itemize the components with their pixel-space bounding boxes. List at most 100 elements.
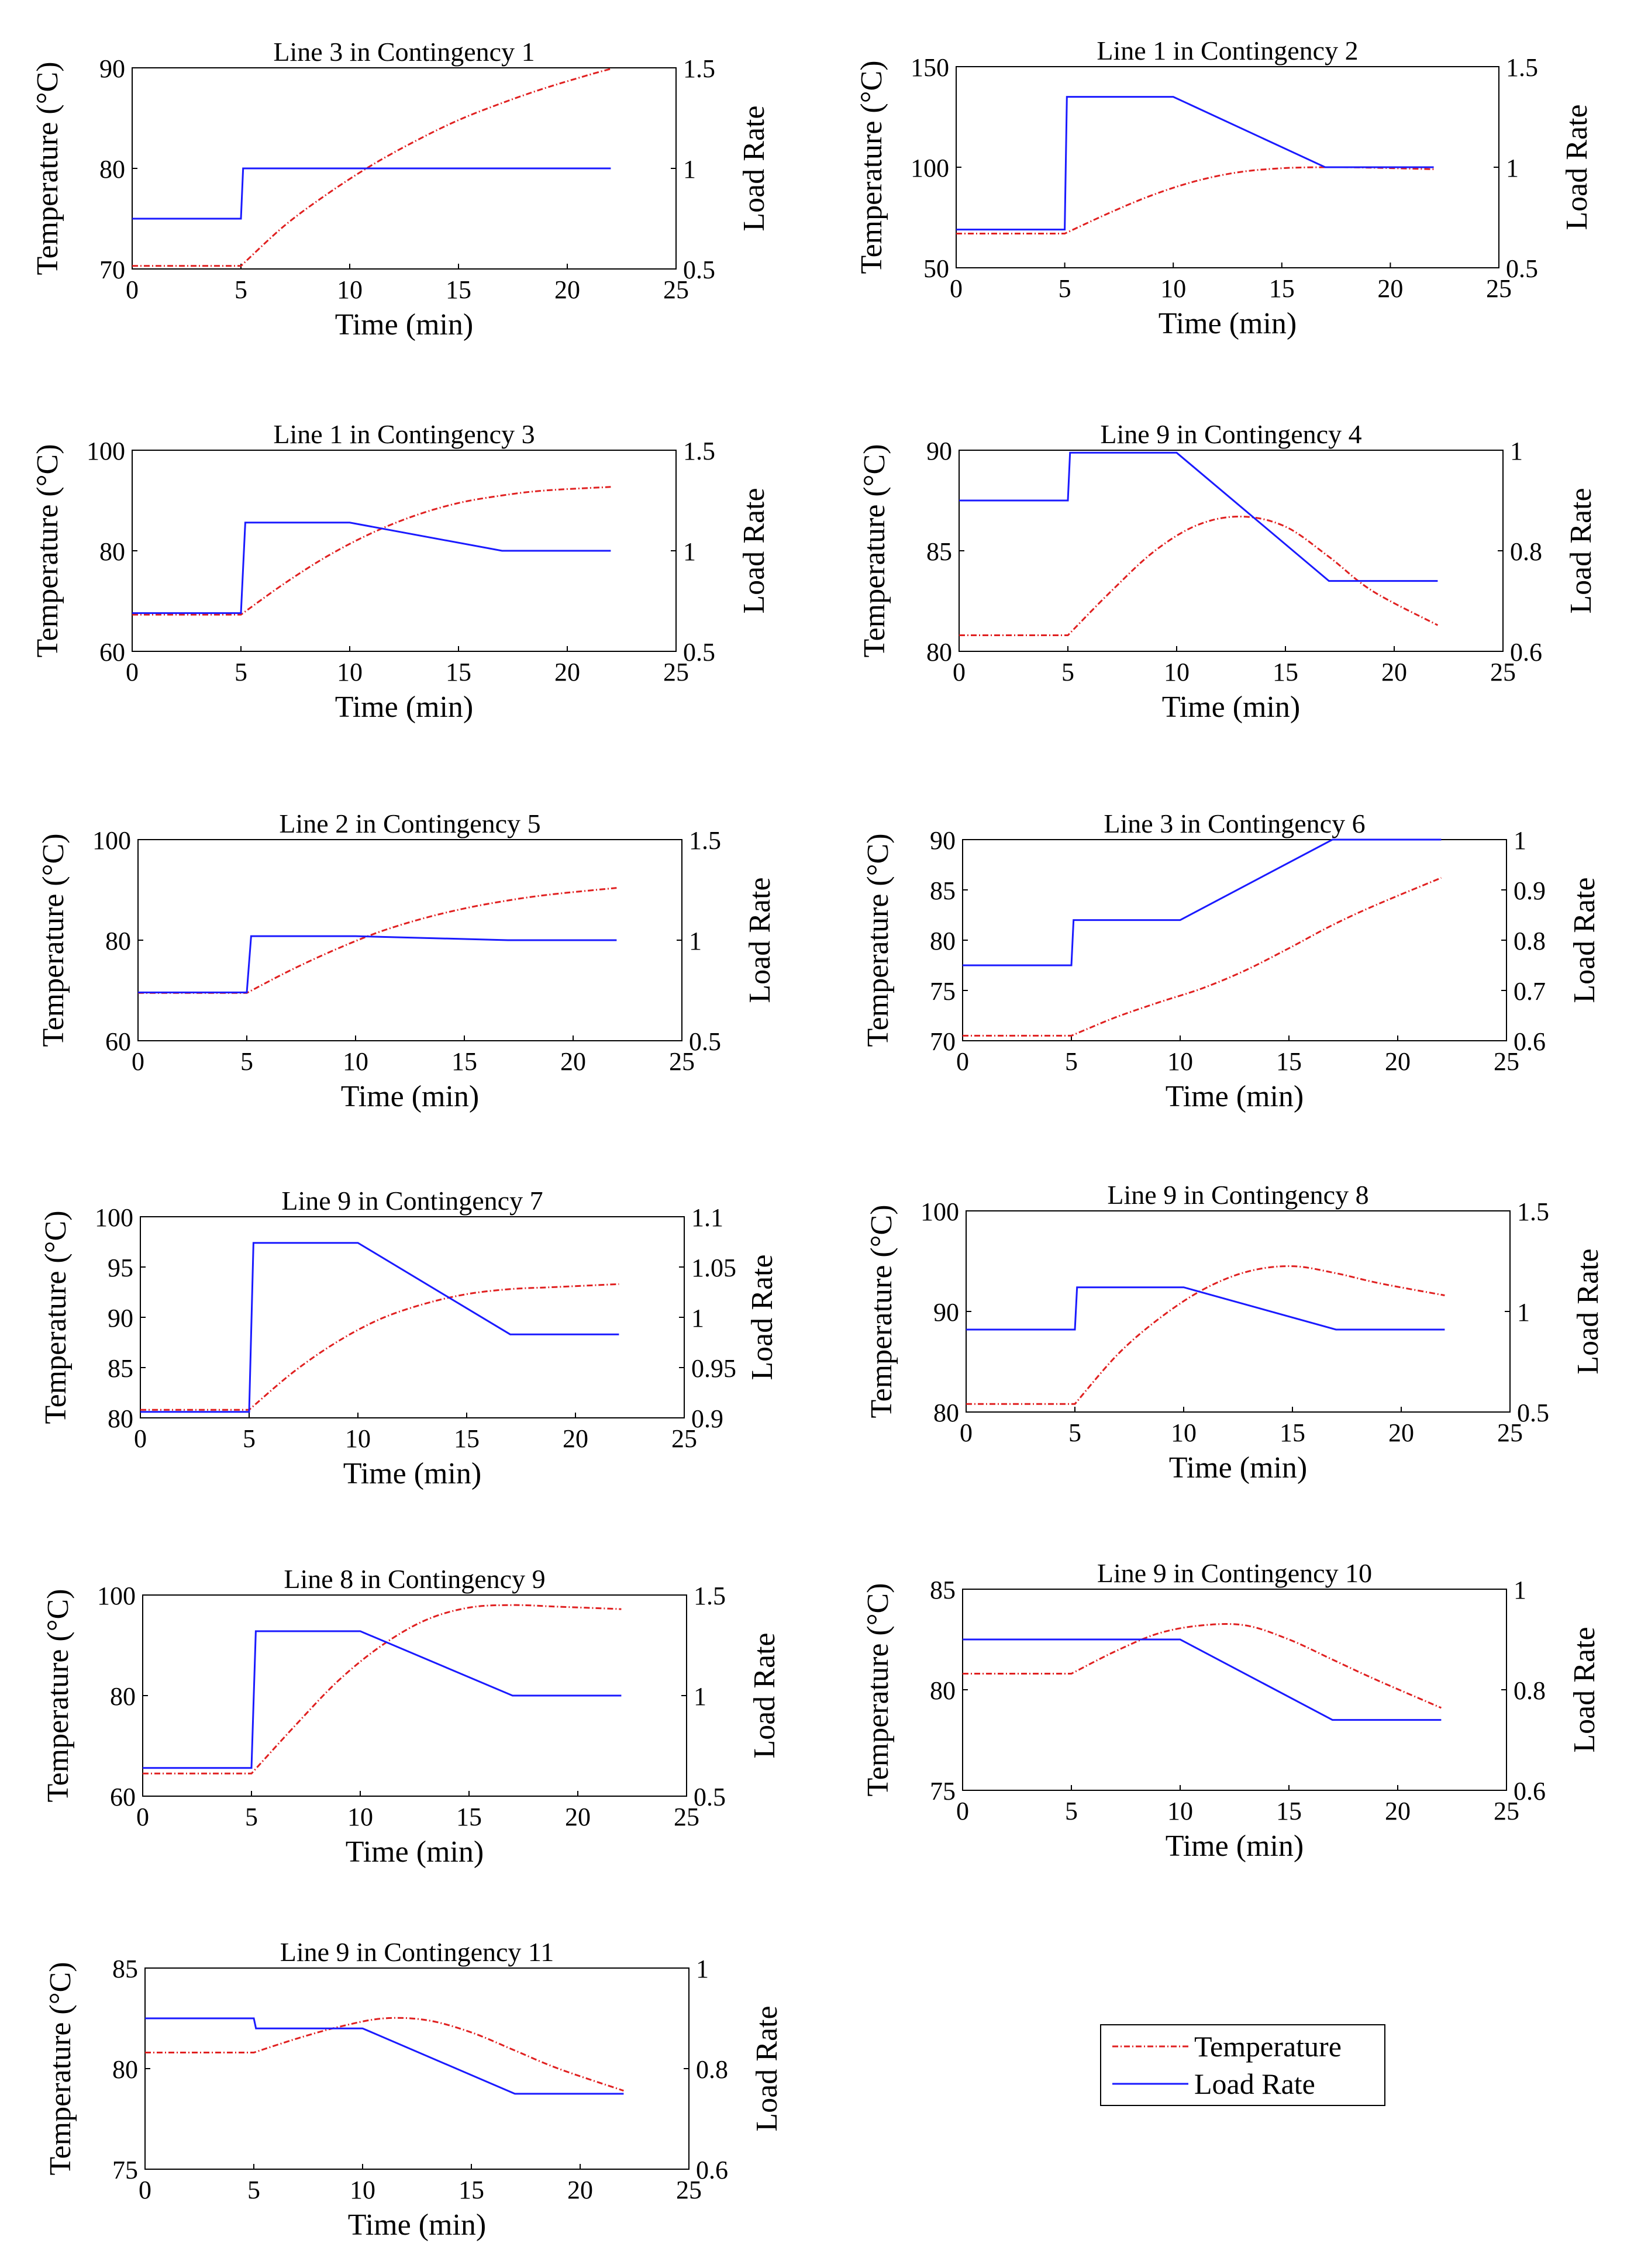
chart-3-y2tick-label: 0.5	[683, 638, 715, 667]
chart-11-ytick-label: 75	[112, 2156, 138, 2184]
chart-5-ytick-label: 60	[105, 1027, 131, 1056]
chart-10-xtick-label: 10	[1167, 1797, 1193, 1825]
chart-5-xtick-label: 25	[669, 1047, 695, 1076]
chart-7-title: Line 9 in Contingency 7	[281, 1186, 543, 1216]
chart-10-xtick-label: 0	[956, 1797, 969, 1825]
chart-1-ytick-label: 70	[99, 256, 125, 284]
chart-4: Line 9 in Contingency 4 0 5 10 15 20 25 80 85 90 0…	[858, 419, 1598, 724]
chart-2-xlabel: Time (min)	[1159, 307, 1297, 340]
chart-11-y2tick-label: 1	[696, 1955, 709, 1983]
chart-7-temperature-line	[140, 1283, 619, 1411]
chart-7-y2label: Load Rate	[746, 1254, 779, 1380]
chart-1-ytick-label: 80	[99, 155, 125, 184]
chart-10-xtick-label: 15	[1276, 1797, 1302, 1825]
chart-8-title: Line 9 in Contingency 8	[1107, 1180, 1368, 1210]
chart-1: Line 3 in Contingency 1 0 5 10 15 20 25 70 80 90 0…	[31, 37, 771, 341]
chart-9-xtick-label: 0	[136, 1803, 149, 1831]
chart-9-load-rate-line	[143, 1630, 622, 1769]
chart-8-xtick-label: 25	[1497, 1418, 1523, 1447]
chart-2-title: Line 1 in Contingency 2	[1097, 36, 1358, 65]
chart-10-xtick-label: 5	[1065, 1797, 1078, 1825]
chart-10-plot-frame	[962, 1589, 1507, 1791]
chart-1-y2tick-label: 1.5	[683, 54, 715, 83]
chart-6-xtick-label: 20	[1385, 1047, 1411, 1076]
chart-7-xtick-label: 25	[671, 1424, 697, 1453]
chart-6-y2tick-label: 1	[1514, 826, 1526, 855]
chart-9-xtick-label: 20	[565, 1803, 591, 1831]
chart-3-temperature-line	[132, 486, 611, 616]
chart-5-xlabel: Time (min)	[341, 1080, 479, 1113]
chart-11-ytick-label: 80	[112, 2055, 138, 2084]
chart-6-temperature-line	[963, 877, 1442, 1037]
chart-7-y2tick-label: 0.95	[691, 1354, 736, 1383]
chart-2-ytick-label: 100	[911, 154, 949, 182]
chart-9-xtick-label: 15	[456, 1803, 482, 1831]
chart-5-y2label: Load Rate	[743, 877, 777, 1003]
chart-7-ytick-label: 80	[108, 1404, 133, 1433]
chart-8-xtick-label: 15	[1280, 1418, 1305, 1447]
chart-7-y2tick-label: 0.9	[691, 1404, 723, 1433]
chart-6-ylabel: Temperature (°C)	[861, 833, 895, 1047]
chart-11-y2label: Load Rate	[750, 2005, 784, 2131]
chart-3-y2label: Load Rate	[737, 488, 771, 613]
chart-11-xtick-label: 25	[676, 2176, 702, 2204]
chart-8-y2label: Load Rate	[1571, 1248, 1605, 1374]
chart-11-title: Line 9 in Contingency 11	[280, 1937, 554, 1967]
chart-6-xtick-label: 0	[956, 1047, 969, 1076]
chart-5-xtick-label: 15	[451, 1047, 477, 1076]
chart-7-xtick-label: 5	[243, 1424, 256, 1453]
chart-7-ytick-label: 85	[108, 1354, 133, 1383]
chart-4-xlabel: Time (min)	[1162, 691, 1300, 724]
chart-8-temperature-line	[966, 1265, 1445, 1405]
chart-3-y2tick-label: 1.5	[683, 437, 715, 465]
chart-3-ytick-label: 80	[99, 537, 125, 566]
chart-2-temperature-line	[956, 166, 1434, 234]
chart-3-ytick-label: 100	[87, 437, 125, 465]
chart-8-xtick-label: 5	[1068, 1418, 1081, 1447]
chart-8-load-rate-line	[966, 1286, 1445, 1331]
chart-10: Line 9 in Contingency 10 0 5 10 15 20 25 75 80 85…	[861, 1558, 1601, 1863]
chart-9-y2tick-label: 0.5	[694, 1783, 726, 1811]
chart-2-xtick-label: 15	[1269, 274, 1295, 303]
chart-11: Line 9 in Contingency 11 0 5 10 15 20 25 75 80 85…	[44, 1937, 784, 2242]
chart-8-y2tick-label: 0.5	[1517, 1399, 1549, 1427]
chart-2-ylabel: Temperature (°C)	[855, 60, 888, 274]
chart-1-y2tick-label: 0.5	[683, 256, 715, 284]
chart-8-xtick-label: 0	[960, 1418, 973, 1447]
chart-8-xlabel: Time (min)	[1169, 1451, 1307, 1485]
chart-4-y2tick-label: 0.6	[1510, 638, 1542, 667]
chart-4-xtick-label: 10	[1164, 658, 1190, 686]
chart-8-xtick-label: 20	[1388, 1418, 1414, 1447]
chart-10-y2tick-label: 1	[1514, 1576, 1526, 1604]
chart-10-xtick-label: 20	[1385, 1797, 1411, 1825]
chart-7-load-rate-line	[140, 1242, 619, 1413]
chart-2-xtick-label: 25	[1486, 274, 1512, 303]
chart-10-xtick-label: 25	[1494, 1797, 1519, 1825]
chart-10-ytick-label: 75	[930, 1777, 956, 1806]
chart-5-y2tick-label: 1.5	[689, 826, 721, 855]
chart-11-xtick-label: 5	[247, 2176, 260, 2204]
chart-9-title: Line 8 in Contingency 9	[284, 1564, 545, 1594]
chart-9-temperature-line	[143, 1604, 622, 1775]
chart-4-temperature-line	[959, 515, 1439, 636]
chart-9-y2label: Load Rate	[748, 1632, 781, 1758]
chart-2: Line 1 in Contingency 2 0 5 10 15 20 25 50 100 15…	[855, 36, 1594, 340]
chart-1-temperature-line	[132, 68, 611, 267]
chart-11-xtick-label: 0	[139, 2176, 151, 2204]
chart-2-xtick-label: 5	[1059, 274, 1071, 303]
chart-3-xtick-label: 20	[554, 658, 580, 686]
chart-11-y2tick-label: 0.6	[696, 2156, 728, 2184]
chart-2-xtick-label: 20	[1377, 274, 1403, 303]
chart-8-plot-frame	[966, 1210, 1511, 1413]
legend-load-rate-label: Load Rate	[1194, 2067, 1315, 2100]
chart-1-y2label: Load Rate	[737, 105, 771, 231]
chart-8-ytick-label: 100	[921, 1197, 959, 1226]
chart-6-ytick-label: 85	[930, 876, 956, 905]
chart-3-y2tick-label: 1	[683, 537, 696, 566]
chart-5-temperature-line	[138, 887, 617, 994]
chart-3-xtick-label: 25	[663, 658, 689, 686]
chart-6-xtick-label: 10	[1167, 1047, 1193, 1076]
chart-6-y2tick-label: 0.6	[1514, 1027, 1546, 1056]
chart-5-load-rate-line	[138, 935, 617, 993]
